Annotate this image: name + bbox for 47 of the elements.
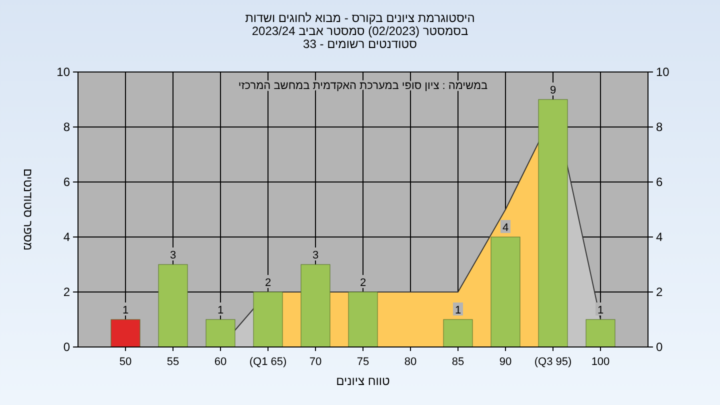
bar <box>158 264 188 348</box>
y-tick-label: 8 <box>63 120 70 134</box>
x-tick-label: 90 <box>499 356 512 368</box>
bar <box>490 236 520 348</box>
y-axis-title: מספר סטודנטים <box>21 168 35 251</box>
data-label: 1 <box>217 304 224 316</box>
x-tick-label: 100 <box>591 356 610 368</box>
chart-title: היסטוגרמת ציונים בקורס - מבוא לחוגים ושדות <box>245 11 475 25</box>
x-tick-label: 80 <box>404 356 417 368</box>
y-tick-label: 10 <box>56 65 70 79</box>
data-label: 9 <box>550 84 556 96</box>
data-label: 1 <box>597 304 604 316</box>
bar <box>538 99 568 348</box>
data-label: 3 <box>170 250 176 262</box>
data-label: 2 <box>264 277 272 289</box>
bar <box>300 264 330 348</box>
y2-tick-label: 8 <box>656 120 663 134</box>
data-label: 3 <box>312 250 319 262</box>
x-tick-label: (Q3 95) <box>534 356 572 368</box>
bar <box>586 319 616 348</box>
x-tick-label: 85 <box>452 356 464 368</box>
y2-tick-label: 6 <box>656 175 663 189</box>
x-tick-label: 50 <box>119 356 132 368</box>
x-tick-label: 70 <box>309 356 322 368</box>
data-label: 1 <box>454 304 462 316</box>
x-tick-label: 60 <box>214 356 227 368</box>
y-tick-label: 0 <box>63 340 70 354</box>
y-tick-label: 6 <box>63 175 70 189</box>
bar <box>253 292 283 348</box>
y-tick-label: 4 <box>63 230 70 244</box>
y2-tick-label: 10 <box>656 65 670 79</box>
y2-tick-label: 4 <box>656 230 663 244</box>
data-label: 2 <box>360 277 366 289</box>
y2-tick-label: 2 <box>656 285 663 299</box>
bar <box>206 319 236 348</box>
chart-subtitle: בסמסטר (02/2023) סמסטר אביב 2023/24 סטודנטים רשומים - 33 <box>252 24 468 51</box>
x-tick-label: (Q1 65) <box>249 356 287 368</box>
x-axis-title: טווח ציונים <box>336 374 390 388</box>
x-tick-label: 75 <box>356 356 370 368</box>
bar <box>348 292 378 348</box>
y2-tick-label: 0 <box>656 340 663 354</box>
bar <box>110 319 140 348</box>
data-label: 4 <box>502 222 509 234</box>
bar <box>443 319 473 348</box>
x-tick-label: 55 <box>166 356 180 368</box>
data-label: 1 <box>122 304 129 316</box>
y-tick-label: 2 <box>63 285 70 299</box>
